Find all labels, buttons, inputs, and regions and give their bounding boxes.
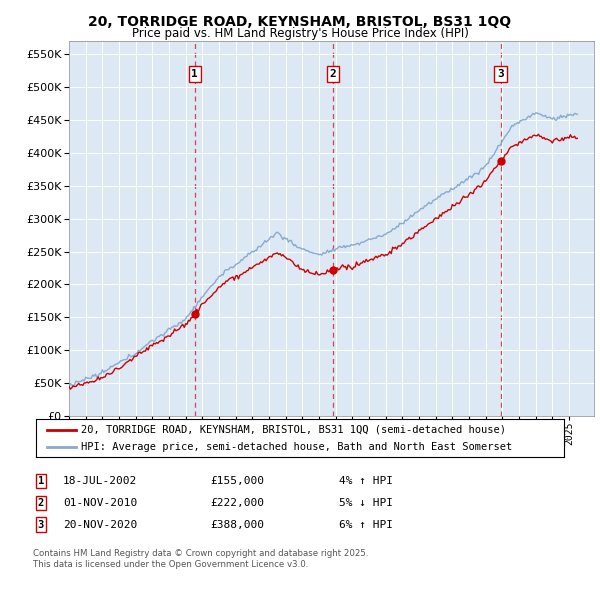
Text: 5% ↓ HPI: 5% ↓ HPI	[339, 498, 393, 507]
Text: 3: 3	[38, 520, 44, 529]
Text: 20-NOV-2020: 20-NOV-2020	[63, 520, 137, 529]
Text: 20, TORRIDGE ROAD, KEYNSHAM, BRISTOL, BS31 1QQ (semi-detached house): 20, TORRIDGE ROAD, KEYNSHAM, BRISTOL, BS…	[81, 425, 506, 435]
Text: 2: 2	[38, 498, 44, 507]
Text: £155,000: £155,000	[210, 476, 264, 486]
Text: 4% ↑ HPI: 4% ↑ HPI	[339, 476, 393, 486]
Text: Price paid vs. HM Land Registry's House Price Index (HPI): Price paid vs. HM Land Registry's House …	[131, 27, 469, 40]
Text: 18-JUL-2002: 18-JUL-2002	[63, 476, 137, 486]
Text: 1: 1	[191, 69, 198, 79]
Text: 2: 2	[329, 69, 337, 79]
Text: HPI: Average price, semi-detached house, Bath and North East Somerset: HPI: Average price, semi-detached house,…	[81, 441, 512, 451]
Text: Contains HM Land Registry data © Crown copyright and database right 2025.: Contains HM Land Registry data © Crown c…	[33, 549, 368, 558]
Text: 1: 1	[38, 476, 44, 486]
Text: £388,000: £388,000	[210, 520, 264, 529]
Text: 3: 3	[497, 69, 504, 79]
Text: £222,000: £222,000	[210, 498, 264, 507]
Text: 01-NOV-2010: 01-NOV-2010	[63, 498, 137, 507]
Text: 6% ↑ HPI: 6% ↑ HPI	[339, 520, 393, 529]
Text: This data is licensed under the Open Government Licence v3.0.: This data is licensed under the Open Gov…	[33, 559, 308, 569]
Text: 20, TORRIDGE ROAD, KEYNSHAM, BRISTOL, BS31 1QQ: 20, TORRIDGE ROAD, KEYNSHAM, BRISTOL, BS…	[88, 15, 512, 30]
